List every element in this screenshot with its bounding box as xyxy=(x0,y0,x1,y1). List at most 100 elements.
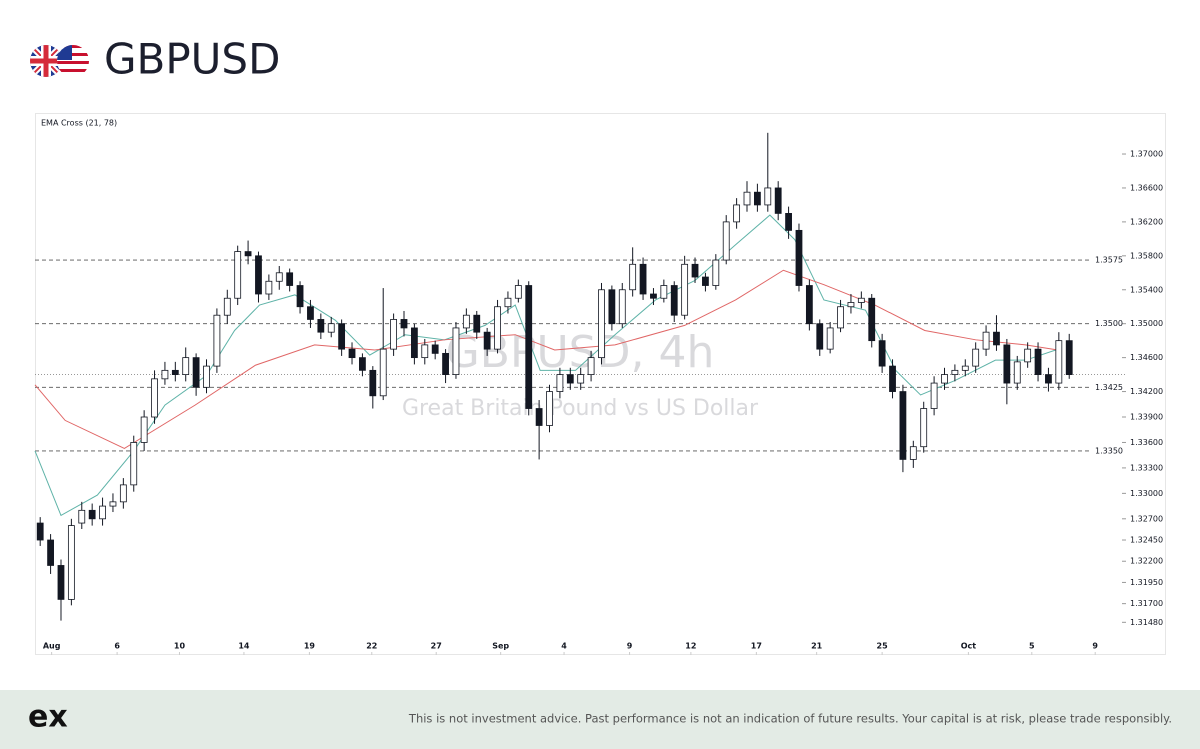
x-tick-label: 14 xyxy=(238,642,250,651)
candle-body xyxy=(483,331,491,350)
y-tick-label: 1.36200 xyxy=(1130,217,1163,226)
candle-body xyxy=(203,365,210,388)
candle-body xyxy=(639,263,647,295)
y-tick-label: 1.31950 xyxy=(1130,578,1163,587)
candle-body xyxy=(556,374,564,392)
candle-body xyxy=(993,331,1000,346)
candle-body xyxy=(920,408,928,448)
candle-body xyxy=(982,331,990,350)
candle-body xyxy=(223,297,231,316)
flags-icon xyxy=(30,45,89,77)
x-tick-label: 22 xyxy=(366,642,377,651)
y-tick-label: 1.36600 xyxy=(1130,183,1163,192)
candle-body xyxy=(961,365,969,371)
candle-body xyxy=(286,272,294,286)
candle-body xyxy=(650,293,657,299)
y-tick-label: 1.35000 xyxy=(1130,319,1163,328)
candle-body xyxy=(57,565,65,600)
footer-disclaimer: This is not investment advice. Past perf… xyxy=(408,712,1172,726)
candle-body xyxy=(660,285,668,299)
x-tick-label: 27 xyxy=(431,642,442,651)
candle-body xyxy=(99,505,106,520)
candle-body xyxy=(826,327,834,350)
candle-body xyxy=(546,391,553,426)
y-tick-label: 1.32450 xyxy=(1130,536,1163,545)
candle-body xyxy=(369,369,377,397)
x-tick-label: 21 xyxy=(811,642,823,651)
candle-body xyxy=(795,229,803,286)
y-tick-label: 1.33900 xyxy=(1130,413,1163,422)
candle-body xyxy=(525,285,533,409)
candle-body xyxy=(764,187,772,206)
candle-body xyxy=(338,323,346,350)
candle-body xyxy=(255,255,262,295)
candle-body xyxy=(244,251,252,257)
candle-body xyxy=(805,285,813,325)
candle-body xyxy=(307,306,314,320)
candle-body xyxy=(452,327,460,375)
y-tick-label: 1.32700 xyxy=(1130,514,1163,523)
y-tick-label: 1.33300 xyxy=(1130,463,1163,472)
candle-body xyxy=(972,348,980,367)
candle-body xyxy=(504,297,512,308)
candle-body xyxy=(275,272,283,282)
candle-body xyxy=(909,446,917,460)
candle-body xyxy=(899,391,907,460)
candle-body xyxy=(878,340,886,367)
candle-body xyxy=(722,221,730,261)
y-tick-label: 1.34200 xyxy=(1130,387,1163,396)
candle-body xyxy=(431,344,439,354)
candle-body xyxy=(213,314,221,367)
watermark-subtitle: Great Britain Pound vs US Dollar xyxy=(402,396,759,421)
candle-body xyxy=(410,327,418,359)
candle-body xyxy=(733,204,741,223)
candle-body xyxy=(930,382,938,409)
candle-body xyxy=(868,297,876,342)
candle-body xyxy=(462,314,470,329)
ema-line xyxy=(34,269,1058,449)
candle-body xyxy=(473,314,481,333)
candle-body xyxy=(774,187,782,214)
candle-body xyxy=(618,289,626,325)
candle-body xyxy=(78,509,86,524)
x-tick-label: 19 xyxy=(304,642,316,651)
candle-body xyxy=(317,319,325,333)
candle-body xyxy=(171,369,179,375)
level-label: 1.3425 xyxy=(1095,383,1123,392)
candle-body xyxy=(681,263,689,316)
candle-body xyxy=(234,251,242,299)
candle-body xyxy=(140,416,148,443)
level-label: 1.3575 xyxy=(1095,256,1123,265)
candle-body xyxy=(327,323,335,333)
chart-frame xyxy=(35,113,1166,655)
candle-body xyxy=(421,344,429,359)
candle-body xyxy=(109,501,117,507)
candle-body xyxy=(379,348,387,397)
candle-body xyxy=(36,522,44,541)
candle-body xyxy=(566,374,574,384)
candle-body xyxy=(119,484,127,503)
x-tick-label: Sep xyxy=(492,642,509,651)
footer-band xyxy=(0,690,1200,749)
candle-body xyxy=(359,357,366,371)
candle-body xyxy=(400,319,408,329)
candle-body xyxy=(296,285,304,308)
candle-body xyxy=(670,285,678,316)
x-tick-label: Oct xyxy=(961,642,977,651)
candle-body xyxy=(941,374,948,384)
candle-body xyxy=(1013,361,1021,384)
candle-body xyxy=(608,289,616,325)
y-tick-label: 1.33000 xyxy=(1130,489,1163,498)
candle-body xyxy=(577,374,585,384)
x-tick-label: 5 xyxy=(1029,642,1035,651)
candle-body xyxy=(587,357,595,375)
candle-body xyxy=(816,323,824,350)
y-tick-label: 1.33600 xyxy=(1130,438,1163,447)
candle-body xyxy=(514,285,522,299)
candle-body xyxy=(847,302,855,308)
candle-body xyxy=(1055,340,1063,384)
y-tick-label: 1.31480 xyxy=(1130,618,1163,627)
plot: 1.37000 1.36600 1.36200 1.35800 1.35400 1.350… xyxy=(34,132,1163,655)
x-tick-label: 4 xyxy=(561,642,567,651)
